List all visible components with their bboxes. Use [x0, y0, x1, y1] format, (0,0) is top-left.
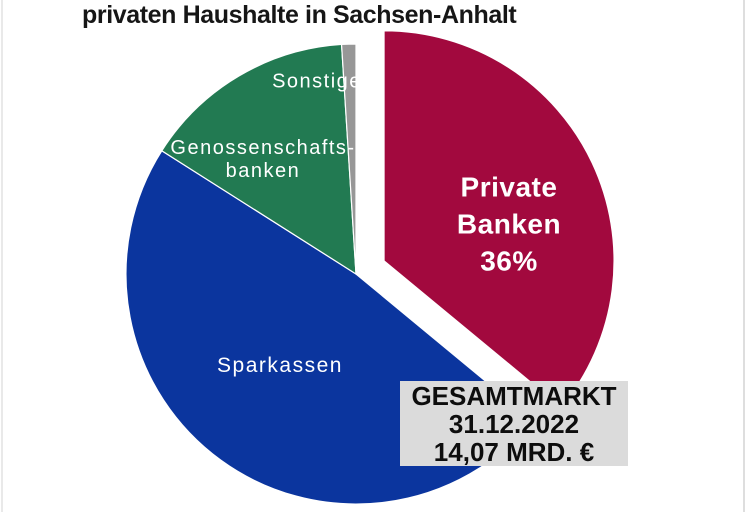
pie-slice-genossenschaftsbanken — [160, 43, 357, 276]
pie-slice-private-banken — [383, 30, 615, 409]
chart-title: privaten Haushalte in Sachsen-Anhalt — [82, 1, 517, 29]
total-market-date: 31.12.2022 — [448, 409, 580, 439]
pie-slice-sonstige — [340, 43, 357, 275]
total-market-value: 14,07 MRD. € — [433, 437, 595, 467]
total-market-title: GESAMTMARKT — [411, 381, 617, 411]
page-edge-left — [1, 0, 3, 512]
total-market-box: GESAMTMARKT 31.12.2022 14,07 MRD. € — [400, 381, 628, 466]
page-edge-right — [743, 0, 745, 512]
